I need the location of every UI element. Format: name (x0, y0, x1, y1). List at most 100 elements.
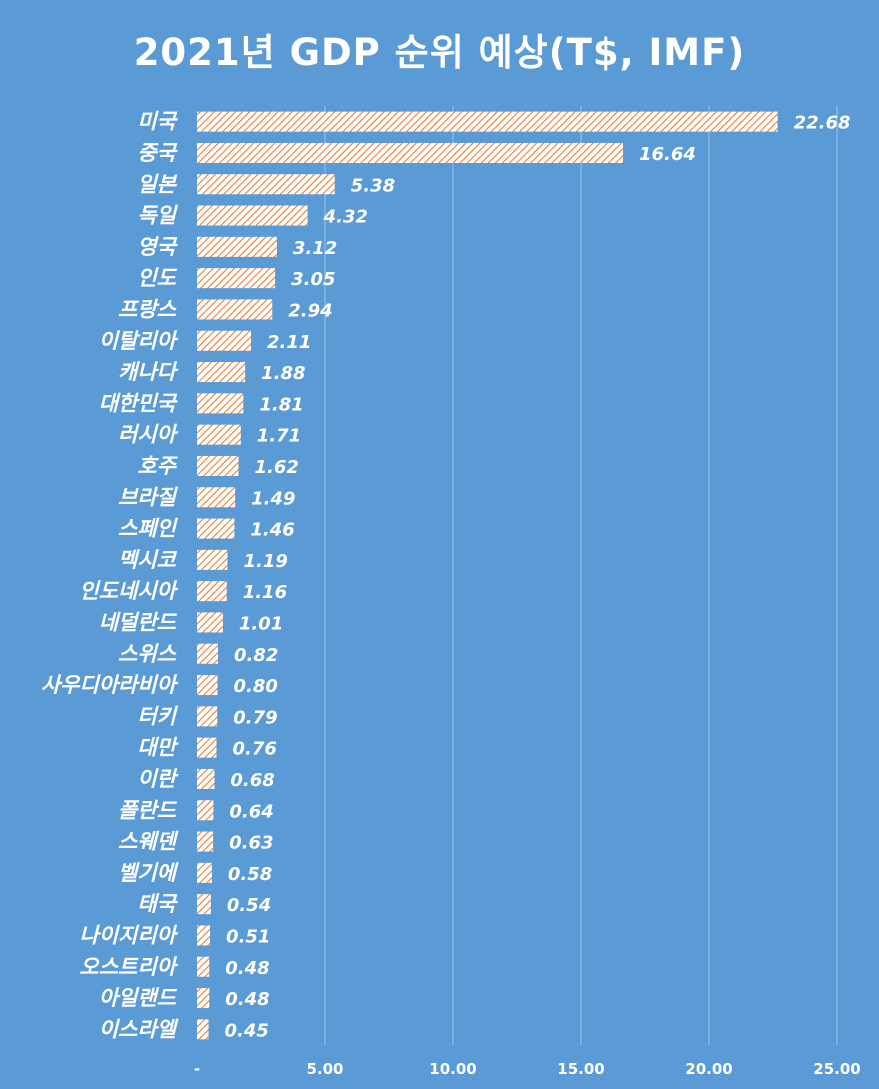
category-label: 대한민국 (99, 391, 179, 415)
bar (197, 581, 227, 602)
bar (197, 612, 223, 633)
bar (197, 768, 215, 789)
category-label: 태국 (137, 892, 178, 916)
data-label: 4.32 (323, 207, 368, 228)
category-label: 아일랜드 (99, 986, 178, 1010)
category-label: 프랑스 (118, 297, 178, 321)
x-tick-label: - (194, 1060, 200, 1078)
data-label: 0.54 (227, 895, 271, 916)
x-tick-label: 20.00 (685, 1060, 732, 1078)
data-label: 0.45 (225, 1020, 269, 1041)
data-label: 2.11 (267, 332, 311, 353)
data-label: 1.62 (254, 457, 298, 478)
bar (197, 174, 335, 195)
labels: - 5.00 10.00 15.00 20.00 25.00 미국 22.68 중국 16.64 일… (41, 110, 861, 1078)
bar (197, 925, 211, 946)
data-label: 1.49 (251, 488, 295, 509)
bar (197, 894, 211, 915)
category-label: 멕시코 (118, 548, 178, 572)
bar (197, 737, 217, 758)
data-label: 16.64 (639, 144, 696, 165)
data-label: 22.68 (794, 113, 851, 134)
gridlines (324, 106, 838, 1045)
category-label: 나이지리아 (79, 923, 178, 947)
category-label: 벨기에 (118, 861, 180, 885)
x-tick-label: 15.00 (557, 1060, 604, 1078)
data-label: 0.82 (234, 645, 278, 666)
data-label: 1.46 (250, 520, 294, 541)
data-label: 0.63 (229, 833, 273, 854)
bar (197, 831, 214, 852)
bar (197, 299, 273, 320)
bar (197, 643, 218, 664)
category-label: 일본 (137, 172, 177, 196)
category-label: 사우디아라비아 (41, 673, 179, 697)
category-label: 중국 (137, 141, 178, 165)
data-label: 5.38 (351, 175, 395, 196)
data-label: 0.76 (232, 739, 276, 760)
data-label: 0.64 (229, 801, 273, 822)
bar (197, 706, 218, 727)
data-label: 3.05 (291, 269, 335, 290)
category-label: 이란 (137, 767, 178, 791)
data-label: 0.80 (233, 676, 277, 697)
x-tick-label: 25.00 (813, 1060, 860, 1078)
category-label: 네덜란드 (99, 610, 178, 634)
category-label: 스페인 (118, 517, 179, 541)
bar (197, 956, 210, 977)
data-label: 1.88 (261, 363, 305, 384)
category-label: 인도 (137, 266, 177, 290)
bar (197, 424, 241, 445)
category-label: 미국 (137, 110, 178, 134)
category-label: 대만 (137, 736, 178, 760)
data-label: 0.51 (226, 926, 270, 947)
bar (197, 111, 778, 132)
bar (197, 268, 276, 289)
data-label: 0.48 (225, 989, 269, 1010)
category-label: 이탈리아 (99, 329, 179, 353)
data-label: 0.68 (230, 770, 274, 791)
x-tick-label: 5.00 (306, 1060, 343, 1078)
category-label: 터키 (137, 704, 178, 728)
data-label: 1.71 (257, 426, 301, 447)
data-label: 1.19 (243, 551, 287, 572)
bar (197, 455, 239, 476)
bar (197, 988, 210, 1009)
data-label: 0.48 (225, 958, 269, 979)
bar (197, 362, 246, 383)
bar (197, 1019, 209, 1040)
bar (197, 393, 244, 414)
category-label: 스웨덴 (118, 830, 179, 854)
bar (197, 205, 308, 226)
category-label: 독일 (137, 204, 178, 228)
bar (197, 549, 228, 570)
category-label: 스위스 (118, 642, 178, 666)
bar (197, 236, 277, 257)
category-label: 호주 (137, 454, 178, 478)
category-label: 러시아 (118, 423, 179, 447)
bar (197, 675, 218, 696)
data-label: 3.12 (293, 238, 337, 259)
bar (197, 142, 623, 163)
data-label: 1.01 (239, 613, 283, 634)
data-label: 2.94 (288, 300, 332, 321)
bar (197, 487, 236, 508)
bar (197, 518, 235, 539)
data-label: 1.81 (259, 394, 303, 415)
category-label: 영국 (137, 235, 178, 259)
data-label: 0.58 (228, 864, 272, 885)
bar (197, 800, 214, 821)
bars (197, 111, 778, 1040)
data-label: 0.79 (233, 707, 277, 728)
bar (197, 330, 252, 351)
category-label: 이스라엘 (99, 1017, 179, 1041)
x-tick-label: 10.00 (429, 1060, 476, 1078)
chart-title: 2021년 GDP 순위 예상(T$, IMF) (133, 31, 746, 74)
data-label: 1.16 (243, 582, 287, 603)
bar (197, 862, 212, 883)
category-label: 인도네시아 (79, 579, 178, 603)
category-label: 캐나다 (118, 360, 179, 384)
category-label: 오스트리아 (79, 955, 178, 979)
